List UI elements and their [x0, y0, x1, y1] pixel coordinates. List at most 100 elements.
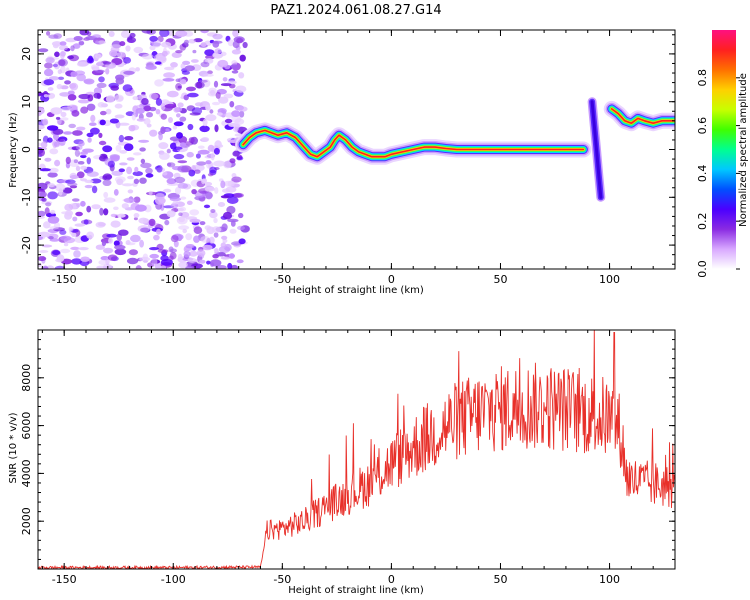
- noise-blob: [74, 149, 80, 157]
- noise-blob: [175, 30, 188, 37]
- noise-blob: [213, 147, 220, 155]
- noise-blob: [177, 165, 189, 173]
- noise-blob: [76, 61, 88, 67]
- noise-blob: [200, 42, 207, 47]
- noise-blob: [194, 102, 204, 107]
- colorbar-ticks: 0.0 0.2 0.4 0.6 0.8: [696, 69, 740, 278]
- noise-blob: [199, 259, 206, 264]
- y-tick-label: 10: [20, 95, 33, 109]
- noise-blob: [155, 98, 162, 106]
- noise-blob: [132, 171, 143, 177]
- noise-blob: [174, 176, 186, 184]
- noise-blob: [98, 132, 103, 138]
- noise-blob: [155, 61, 162, 65]
- noise-blob: [57, 76, 65, 81]
- noise-blob: [187, 92, 199, 98]
- noise-blob: [158, 132, 163, 141]
- noise-blob: [43, 68, 54, 77]
- colorbar-tick-label: 0.2: [696, 212, 709, 230]
- noise-blob: [72, 130, 83, 136]
- noise-blob: [186, 151, 194, 158]
- noise-blob: [159, 152, 170, 160]
- noise-blob: [140, 162, 152, 169]
- noise-blob: [229, 228, 237, 234]
- noise-blob: [178, 225, 190, 230]
- noise-blob: [123, 197, 136, 204]
- noise-blob: [60, 111, 67, 118]
- noise-blob: [218, 96, 229, 104]
- noise-blob: [113, 206, 119, 211]
- snr-y-axis-label: SNR (10 * v/v): [8, 412, 19, 483]
- noise-blob: [179, 206, 187, 212]
- noise-blob: [223, 160, 232, 169]
- noise-blob: [173, 106, 180, 113]
- noise-blob: [50, 209, 56, 215]
- noise-blob: [214, 187, 219, 194]
- noise-blob: [40, 141, 48, 149]
- noise-blob: [168, 117, 173, 123]
- noise-blob: [64, 203, 74, 211]
- noise-blob: [176, 132, 183, 139]
- noise-blob: [201, 137, 210, 142]
- noise-blob: [213, 160, 226, 167]
- noise-blob: [160, 258, 173, 266]
- noise-blob: [103, 191, 109, 199]
- noise-blob: [123, 57, 132, 64]
- noise-blob: [172, 125, 178, 130]
- noise-blob: [227, 218, 239, 223]
- noise-blob: [203, 204, 211, 209]
- noise-blob: [77, 99, 90, 104]
- noise-blob: [106, 233, 118, 238]
- noise-blob: [114, 94, 124, 103]
- noise-blob: [90, 127, 100, 135]
- noise-blob: [43, 94, 49, 98]
- noise-blob: [236, 156, 244, 161]
- snr-y-ticks: 2000 4000 6000 8000: [20, 329, 675, 570]
- noise-blob: [183, 94, 189, 101]
- noise-blob: [207, 173, 214, 177]
- noise-blob: [115, 74, 125, 81]
- noise-blob: [205, 104, 211, 111]
- noise-blob: [55, 183, 66, 192]
- noise-blob: [140, 158, 146, 164]
- noise-blob: [230, 64, 239, 69]
- noise-blob: [47, 87, 54, 91]
- noise-blob: [110, 44, 122, 49]
- noise-blob: [108, 31, 115, 37]
- noise-blob: [102, 61, 112, 65]
- noise-blob: [86, 57, 95, 64]
- noise-blob: [209, 259, 222, 267]
- noise-blob: [98, 76, 105, 83]
- noise-blob: [187, 123, 194, 131]
- noise-blob: [172, 200, 179, 205]
- noise-blob: [38, 231, 50, 238]
- noise-blob: [98, 259, 108, 266]
- noise-blob: [120, 30, 131, 38]
- noise-blob: [227, 39, 235, 47]
- noise-blob: [206, 260, 211, 265]
- noise-blob: [197, 145, 205, 149]
- spectrogram-y-ticks: -20 -10 0 10 20: [20, 34, 675, 265]
- signal-track-right: [610, 108, 675, 124]
- noise-blob: [135, 67, 141, 72]
- noise-blob: [51, 41, 63, 47]
- noise-blob: [239, 54, 246, 62]
- noise-blob: [163, 72, 176, 78]
- colorbar-tick-label: 0.6: [696, 117, 709, 135]
- noise-blob: [56, 83, 63, 90]
- noise-blob: [194, 169, 201, 174]
- noise-blob: [186, 200, 193, 205]
- noise-blob: [198, 79, 208, 83]
- noise-blob: [126, 257, 139, 265]
- noise-blob: [158, 142, 169, 150]
- noise-blob: [159, 30, 170, 37]
- noise-blob: [169, 197, 182, 202]
- noise-blob: [80, 200, 86, 207]
- noise-blob: [227, 180, 235, 187]
- y-tick-label: 0: [20, 146, 33, 153]
- noise-blob: [73, 159, 78, 164]
- noise-blob: [153, 234, 160, 241]
- y-tick-label: 4000: [20, 459, 33, 487]
- noise-blob: [178, 261, 188, 269]
- y-tick-label: 20: [20, 47, 33, 61]
